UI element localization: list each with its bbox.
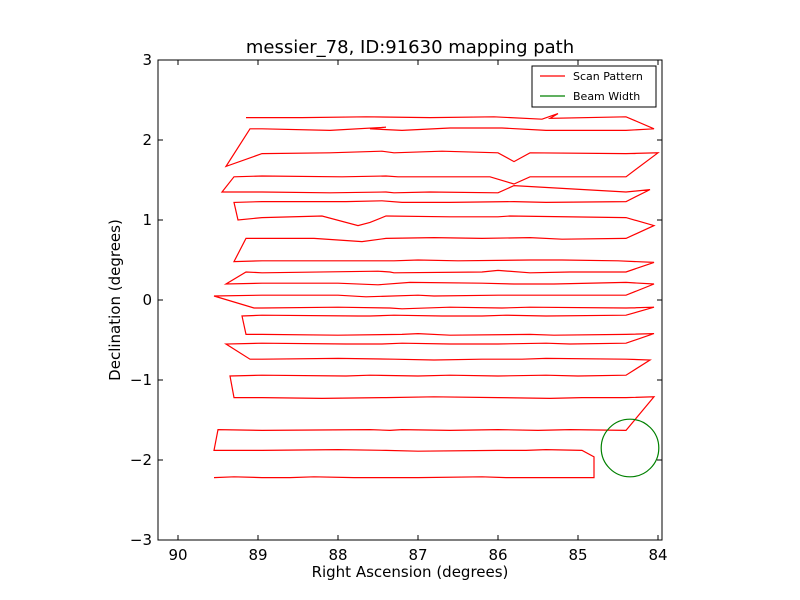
x-axis: 90 89 88 87 86 85 84	[168, 60, 668, 564]
scan-pattern-line	[213, 113, 660, 479]
y-tick-label: 0	[142, 291, 152, 309]
beam-width-series	[600, 418, 660, 478]
x-tick-label: 84	[648, 546, 667, 564]
x-tick-label: 87	[408, 546, 427, 564]
x-axis-label: Right Ascension (degrees)	[312, 563, 509, 581]
y-tick-label: 3	[142, 51, 152, 69]
y-tick-label: 1	[142, 211, 152, 229]
scan-pattern-series	[213, 113, 660, 479]
x-tick-label: 90	[168, 546, 187, 564]
y-tick-label: −2	[130, 451, 152, 469]
beam-width-circle	[600, 418, 660, 478]
legend-label-scan-pattern: Scan Pattern	[573, 70, 643, 83]
x-tick-label: 89	[248, 546, 267, 564]
x-tick-label: 86	[488, 546, 507, 564]
y-tick-label: −3	[130, 531, 152, 549]
y-axis-label: Declination (degrees)	[106, 219, 124, 381]
x-tick-label: 88	[328, 546, 347, 564]
x-tick-label: 85	[568, 546, 587, 564]
y-axis: 3 2 1 0 −1 −2 −3	[130, 51, 662, 549]
legend-label-beam-width: Beam Width	[573, 90, 640, 103]
y-tick-label: 2	[142, 131, 152, 149]
chart-title: messier_78, ID:91630 mapping path	[246, 37, 574, 58]
legend: Scan Pattern Beam Width	[531, 65, 657, 108]
plot-area	[158, 60, 662, 540]
legend-box	[531, 65, 657, 108]
y-tick-label: −1	[130, 371, 152, 389]
